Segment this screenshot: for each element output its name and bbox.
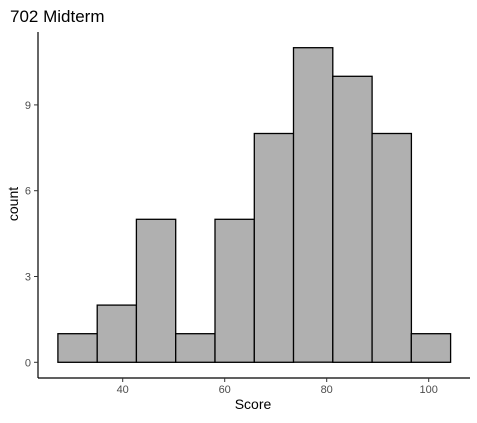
histogram-bar-8 [371,132,413,363]
y-tick-label-0: 0 [25,357,31,369]
y-ticks-group: 0 3 6 9 [25,100,38,369]
y-tick-label-6: 6 [25,186,31,198]
y-tick-label-3: 3 [25,272,31,284]
histogram-bar-5 [253,132,295,363]
axes-group [37,32,470,379]
x-tick-label-100: 100 [420,384,438,396]
bars-group [57,47,452,363]
histogram-bar-6 [292,47,334,363]
x-tick-label-80: 80 [321,384,333,396]
x-axis-title: Score [235,396,272,412]
histogram-bar-9 [410,333,452,363]
histogram-bar-1 [96,304,138,363]
histogram-bar-4 [214,218,255,363]
y-tick-label-9: 9 [25,100,31,112]
histogram-bar-7 [332,75,373,363]
chart-title: 702 Midterm [10,7,104,26]
x-tick-label-40: 40 [117,384,129,396]
y-axis-title: count [5,187,21,221]
histogram-bar-2 [135,218,177,363]
histogram-bar-0 [57,333,98,363]
histogram-bar-3 [175,333,216,363]
x-ticks-group: 40 60 80 100 [117,378,438,396]
x-tick-label-60: 60 [219,384,231,396]
